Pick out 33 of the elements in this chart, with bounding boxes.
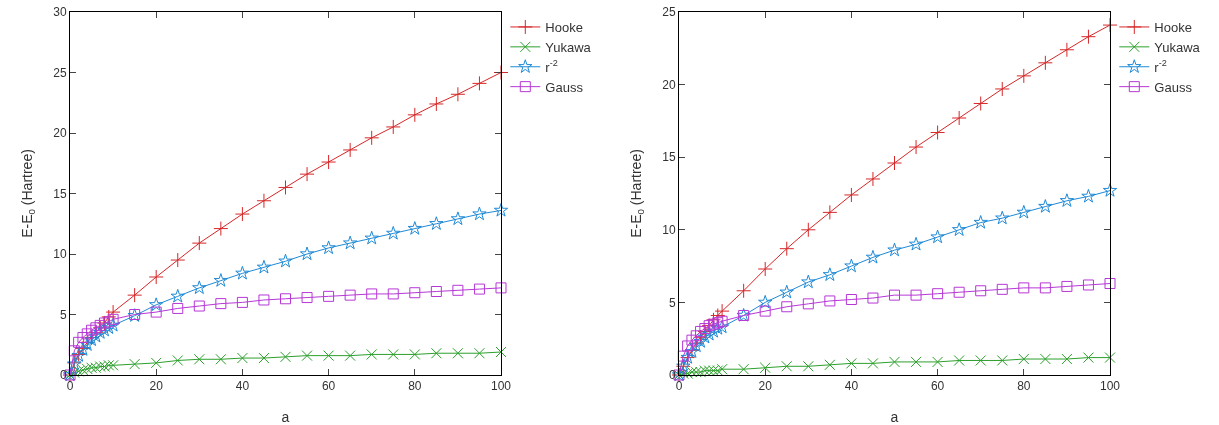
y-tick-label: 15: [53, 186, 67, 201]
legend-label: Yukawa: [1154, 39, 1201, 55]
legend-label: r$^{-2}$: [1154, 58, 1167, 75]
y-tick-label: 5: [668, 295, 676, 310]
y-tick-label: 25: [53, 65, 67, 80]
x-tick-label: 100: [490, 379, 512, 394]
y-tick-label: 0: [668, 368, 676, 383]
x-tick-label: 60: [321, 379, 336, 394]
y-tick-label: 20: [662, 77, 676, 92]
legend-label: Hooke: [1154, 20, 1192, 36]
y-tick-label: 10: [662, 223, 676, 237]
x-tick-label: 20: [149, 379, 164, 394]
y-tick-label: 20: [53, 126, 67, 141]
legend-label: Yukawa: [545, 39, 592, 55]
legend-label: Gauss: [1154, 79, 1193, 95]
x-tick-label: 20: [758, 379, 773, 394]
x-tick-label: 100: [1099, 379, 1121, 394]
y-tick-label: 5: [59, 307, 67, 322]
x-axis-title: a: [890, 409, 899, 425]
legend-label: r$^{-2}$: [545, 58, 558, 75]
y-tick-label: 30: [53, 5, 67, 20]
x-tick-label: 80: [1017, 379, 1031, 394]
x-tick-label: 60: [930, 379, 945, 394]
x-axis-title: a: [281, 409, 290, 425]
x-tick-label: 40: [235, 379, 250, 394]
legend-label: Hooke: [545, 20, 583, 36]
y-tick-label: 15: [662, 150, 676, 165]
legend-label: Gauss: [545, 79, 584, 95]
y-tick-label: 0: [59, 368, 67, 383]
x-tick-label: 40: [844, 379, 859, 394]
x-tick-label: 80: [408, 379, 422, 394]
y-tick-label: 10: [53, 247, 67, 262]
y-tick-label: 25: [662, 5, 676, 20]
